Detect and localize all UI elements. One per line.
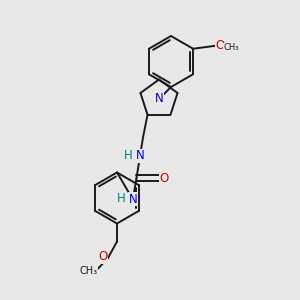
Text: N: N bbox=[154, 92, 164, 106]
Text: O: O bbox=[160, 172, 169, 185]
Text: O: O bbox=[215, 39, 224, 52]
Text: H: H bbox=[117, 192, 126, 205]
Text: N: N bbox=[128, 193, 137, 206]
Text: H: H bbox=[124, 149, 133, 162]
Text: CH₃: CH₃ bbox=[224, 43, 239, 52]
Text: N: N bbox=[136, 149, 144, 162]
Text: O: O bbox=[99, 250, 108, 263]
Text: CH₃: CH₃ bbox=[80, 266, 98, 276]
